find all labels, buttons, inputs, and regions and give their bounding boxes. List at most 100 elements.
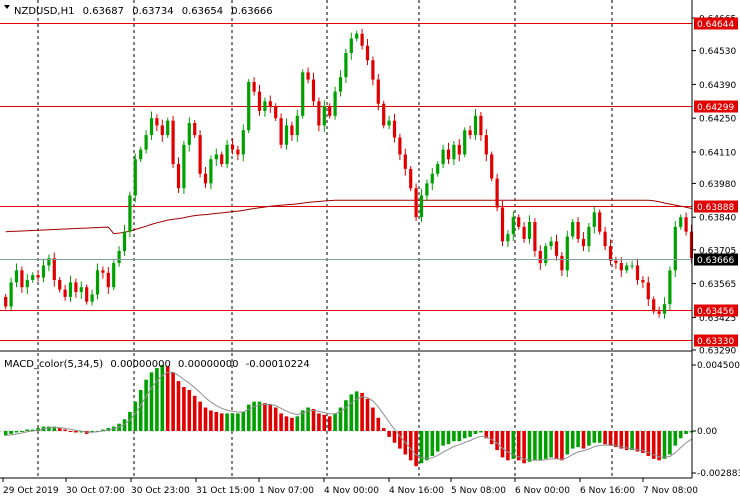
level-label-bg-2 xyxy=(694,200,738,213)
candle-body-67 xyxy=(365,45,370,61)
macd-bar-14 xyxy=(79,431,84,433)
macd-pane[interactable]: MACD_color(5,34,5) 0.00000000 0.00000000… xyxy=(0,353,694,478)
candle-body-4 xyxy=(25,279,29,288)
macd-bar-86 xyxy=(468,431,472,437)
macd-bar-68 xyxy=(371,407,375,431)
macd-bar-80 xyxy=(435,431,440,452)
macd-bar-82 xyxy=(446,431,451,445)
macd-bar-12 xyxy=(68,431,73,432)
candle-body-69 xyxy=(376,79,380,104)
candle-body-52 xyxy=(284,125,289,145)
macd-bar-66 xyxy=(360,392,364,431)
macd-bar-56 xyxy=(306,407,310,431)
time-axis[interactable]: 29 Oct 2019 30 Oct 07:00 30 Oct 23:00 31 Oc… xyxy=(2,478,698,496)
price-axis[interactable]: 0.646650.645300.643900.642500.641100.639… xyxy=(692,15,736,357)
candle-body-24 xyxy=(133,159,137,196)
macd-bar-18 xyxy=(101,429,105,431)
macd-name: MACD_color(5,34,5) xyxy=(4,359,103,370)
candle-body-27 xyxy=(149,118,154,136)
time-label-4: 1 Nov 07:00 xyxy=(259,486,314,496)
candle-body-60 xyxy=(328,106,332,116)
macd-bar-51 xyxy=(279,413,283,431)
macd-bar-103 xyxy=(560,431,564,461)
macd-bar-102 xyxy=(554,431,559,459)
candles xyxy=(4,28,694,319)
macd-bar-104 xyxy=(565,431,570,455)
candle-body-116 xyxy=(630,265,634,267)
macd-axis[interactable]: 0.0045009 0.00 -0.0028834 xyxy=(692,361,740,479)
ohlc-high: 0.63734 xyxy=(132,6,173,17)
candle-body-53 xyxy=(290,125,294,136)
macd-bar-75 xyxy=(408,431,413,461)
candle-body-94 xyxy=(511,217,515,235)
macd-bar-60 xyxy=(327,416,332,431)
candle-body-78 xyxy=(425,183,429,196)
macd-bar-63 xyxy=(344,400,348,431)
candle-body-82 xyxy=(446,149,451,160)
macd-bar-71 xyxy=(387,431,391,437)
macd-bar-110 xyxy=(597,431,602,443)
candle-body-32 xyxy=(176,164,181,189)
candle-body-117 xyxy=(635,265,640,280)
macd-bar-90 xyxy=(489,431,494,445)
macd-value-1: 0.00000000 xyxy=(110,359,170,370)
macd-bar-121 xyxy=(657,431,661,461)
macd-bar-93 xyxy=(506,431,510,461)
candle-body-55 xyxy=(301,72,305,116)
candle-body-41 xyxy=(225,144,229,165)
candle-body-111 xyxy=(603,231,607,247)
candle-body-8 xyxy=(47,258,51,266)
price-tick-label-10: 0.63290 xyxy=(699,347,736,357)
time-label-9: 6 Nov 16:00 xyxy=(580,486,635,496)
macd-bar-54 xyxy=(295,416,300,431)
candle-body-37 xyxy=(203,173,208,184)
level-label-bg-0 xyxy=(694,17,738,30)
time-label-0: 29 Oct 2019 xyxy=(3,486,59,496)
candle-body-20 xyxy=(112,263,116,288)
macd-bar-33 xyxy=(182,387,186,431)
candle-body-93 xyxy=(506,234,510,242)
candle-body-15 xyxy=(85,287,89,302)
candle-body-99 xyxy=(538,251,542,264)
candle-body-18 xyxy=(101,270,105,273)
candle-body-79 xyxy=(430,173,434,184)
macd-bar-109 xyxy=(592,431,597,443)
macd-bar-58 xyxy=(317,413,321,431)
ohlc-low: 0.63654 xyxy=(182,6,223,17)
candle-body-75 xyxy=(409,168,413,189)
macd-bar-62 xyxy=(338,407,343,431)
macd-bar-28 xyxy=(155,367,159,431)
candle-body-118 xyxy=(641,279,645,283)
triangle-down-icon[interactable] xyxy=(4,5,10,9)
candle-body-90 xyxy=(490,154,494,179)
candle-body-5 xyxy=(31,275,35,280)
macd-bar-46 xyxy=(252,401,256,431)
macd-bar-31 xyxy=(171,372,175,431)
macd-bar-85 xyxy=(462,431,467,439)
macd-bar-37 xyxy=(203,407,208,431)
candle-body-92 xyxy=(500,207,505,242)
price-pane[interactable] xyxy=(0,0,694,350)
candle-body-72 xyxy=(392,120,397,138)
time-label-10: 7 Nov 08:00 xyxy=(643,486,698,496)
macd-bar-114 xyxy=(619,431,624,449)
macd-bar-13 xyxy=(74,431,78,433)
macd-bar-34 xyxy=(187,389,192,431)
current-price-tag: 0.63666 xyxy=(694,253,738,266)
current-price-tag-bg xyxy=(694,253,738,266)
ohlc-open: 0.63687 xyxy=(83,6,124,17)
candle-body-101 xyxy=(549,241,553,247)
candle-body-30 xyxy=(166,120,170,136)
macd-bar-30 xyxy=(165,366,170,431)
macd-bar-97 xyxy=(527,431,532,462)
macd-bar-45 xyxy=(246,404,251,431)
candle-body-9 xyxy=(52,258,56,280)
macd-bar-53 xyxy=(290,417,294,431)
candle-body-123 xyxy=(668,270,672,305)
candle-body-62 xyxy=(338,77,343,92)
candle-body-28 xyxy=(155,118,159,126)
macd-bar-32 xyxy=(176,381,181,431)
candle-body-85 xyxy=(463,130,467,155)
candle-body-105 xyxy=(571,222,575,237)
